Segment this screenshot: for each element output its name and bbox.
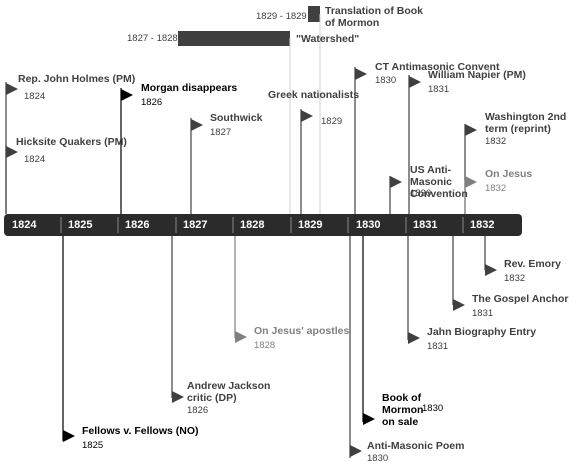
- event-flag-southwick: [191, 119, 203, 131]
- event-flag-apostles: [235, 331, 247, 343]
- event-year-poem: 1830: [367, 453, 389, 464]
- event-year-ct-antimasonic: 1830: [375, 75, 397, 86]
- span-label-watershed: "Watershed": [296, 33, 360, 45]
- event-label-southwick: Southwick: [210, 112, 263, 124]
- axis-year-1825: 1825: [68, 219, 93, 231]
- event-flag-gospel-anchor: [453, 299, 465, 311]
- event-flag-napier: [409, 76, 421, 88]
- event-flag-morgan: [121, 89, 133, 101]
- event-flag-on-jesus: [465, 176, 477, 188]
- axis-year-1827: 1827: [183, 219, 208, 231]
- event-label-fellows: Fellows v. Fellows (NO): [82, 425, 199, 437]
- event-year-apostles: 1828: [254, 340, 276, 351]
- event-flag-emory: [485, 264, 497, 276]
- event-label-apostles: On Jesus' apostles: [254, 325, 350, 337]
- event-label-ct-antimasonic: CT Antimasonic Convent: [375, 61, 500, 73]
- axis-year-1828: 1828: [240, 219, 265, 231]
- event-year-gospel-anchor: 1831: [472, 308, 494, 319]
- event-flag-poem: [350, 445, 362, 457]
- axis-year-1832: 1832: [470, 219, 495, 231]
- event-flag-book-sale: [363, 413, 375, 425]
- event-year-fellows: 1825: [82, 440, 104, 451]
- event-year-napier: 1831: [428, 84, 450, 95]
- event-label-morgan: Morgan disappears: [141, 82, 238, 94]
- event-flag-hicksite: [6, 146, 18, 158]
- event-flag-ct-antimasonic: [355, 68, 367, 80]
- event-year-morgan: 1826: [141, 97, 163, 108]
- event-flag-greek: [301, 110, 313, 122]
- event-flag-fellows: [63, 430, 75, 442]
- event-year-book-sale: 1830: [422, 403, 444, 414]
- event-year-holmes: 1824: [24, 91, 46, 102]
- event-year-hicksite: 1824: [24, 154, 46, 165]
- event-label-greek: Greek nationalists: [268, 89, 360, 101]
- event-flag-washington: [465, 124, 477, 136]
- event-label-gospel-anchor: The Gospel Anchor: [472, 293, 569, 305]
- event-year-on-jesus: 1832: [485, 183, 507, 194]
- event-year-jahn: 1831: [427, 341, 449, 352]
- event-label-jahn: Jahn Biography Entry: [427, 326, 537, 338]
- span-bar-mormon-translation: [308, 6, 320, 22]
- span-label-mormon-translation: Translation of Book of Mormon: [325, 5, 424, 29]
- event-year-greek: 1829: [321, 116, 343, 127]
- event-year-emory: 1832: [504, 273, 526, 284]
- axis-year-1826: 1826: [125, 219, 150, 231]
- event-year-us-antimasonic: 1830: [410, 188, 432, 199]
- span-bar-watershed: [178, 31, 290, 46]
- event-label-book-sale: Book of Mormon on sale: [382, 392, 424, 428]
- span-range-watershed: 1827 - 1828: [127, 33, 178, 44]
- timeline-axis-bar: [4, 214, 522, 236]
- event-label-jackson: Andrew Jackson critic (DP): [187, 380, 271, 404]
- event-year-washington: 1832: [485, 136, 507, 147]
- event-label-washington: Washington 2nd term (reprint): [485, 111, 567, 135]
- event-label-hicksite: Hicksite Quakers (PM): [16, 136, 127, 148]
- event-flag-jackson: [172, 391, 184, 403]
- event-label-holmes: Rep. John Holmes (PM): [18, 73, 136, 85]
- span-range-mormon-translation: 1829 - 1829: [256, 11, 307, 22]
- axis-year-1831: 1831: [413, 219, 438, 231]
- event-label-us-antimasonic: US Anti-Masonic Convention: [410, 164, 468, 200]
- event-label-poem: Anti-Masonic Poem: [367, 440, 465, 452]
- event-flag-jahn: [408, 332, 420, 344]
- event-label-on-jesus: On Jesus: [485, 168, 533, 180]
- axis-year-1824: 1824: [12, 219, 37, 231]
- axis-year-1829: 1829: [298, 219, 323, 231]
- event-year-jackson: 1826: [187, 405, 209, 416]
- event-flag-us-antimasonic: [390, 176, 402, 188]
- event-year-southwick: 1827: [210, 127, 232, 138]
- event-label-emory: Rev. Emory: [504, 258, 561, 270]
- axis-year-1830: 1830: [356, 219, 381, 231]
- event-flag-holmes: [6, 83, 18, 95]
- event-label-napier: William Napier (PM): [428, 69, 526, 81]
